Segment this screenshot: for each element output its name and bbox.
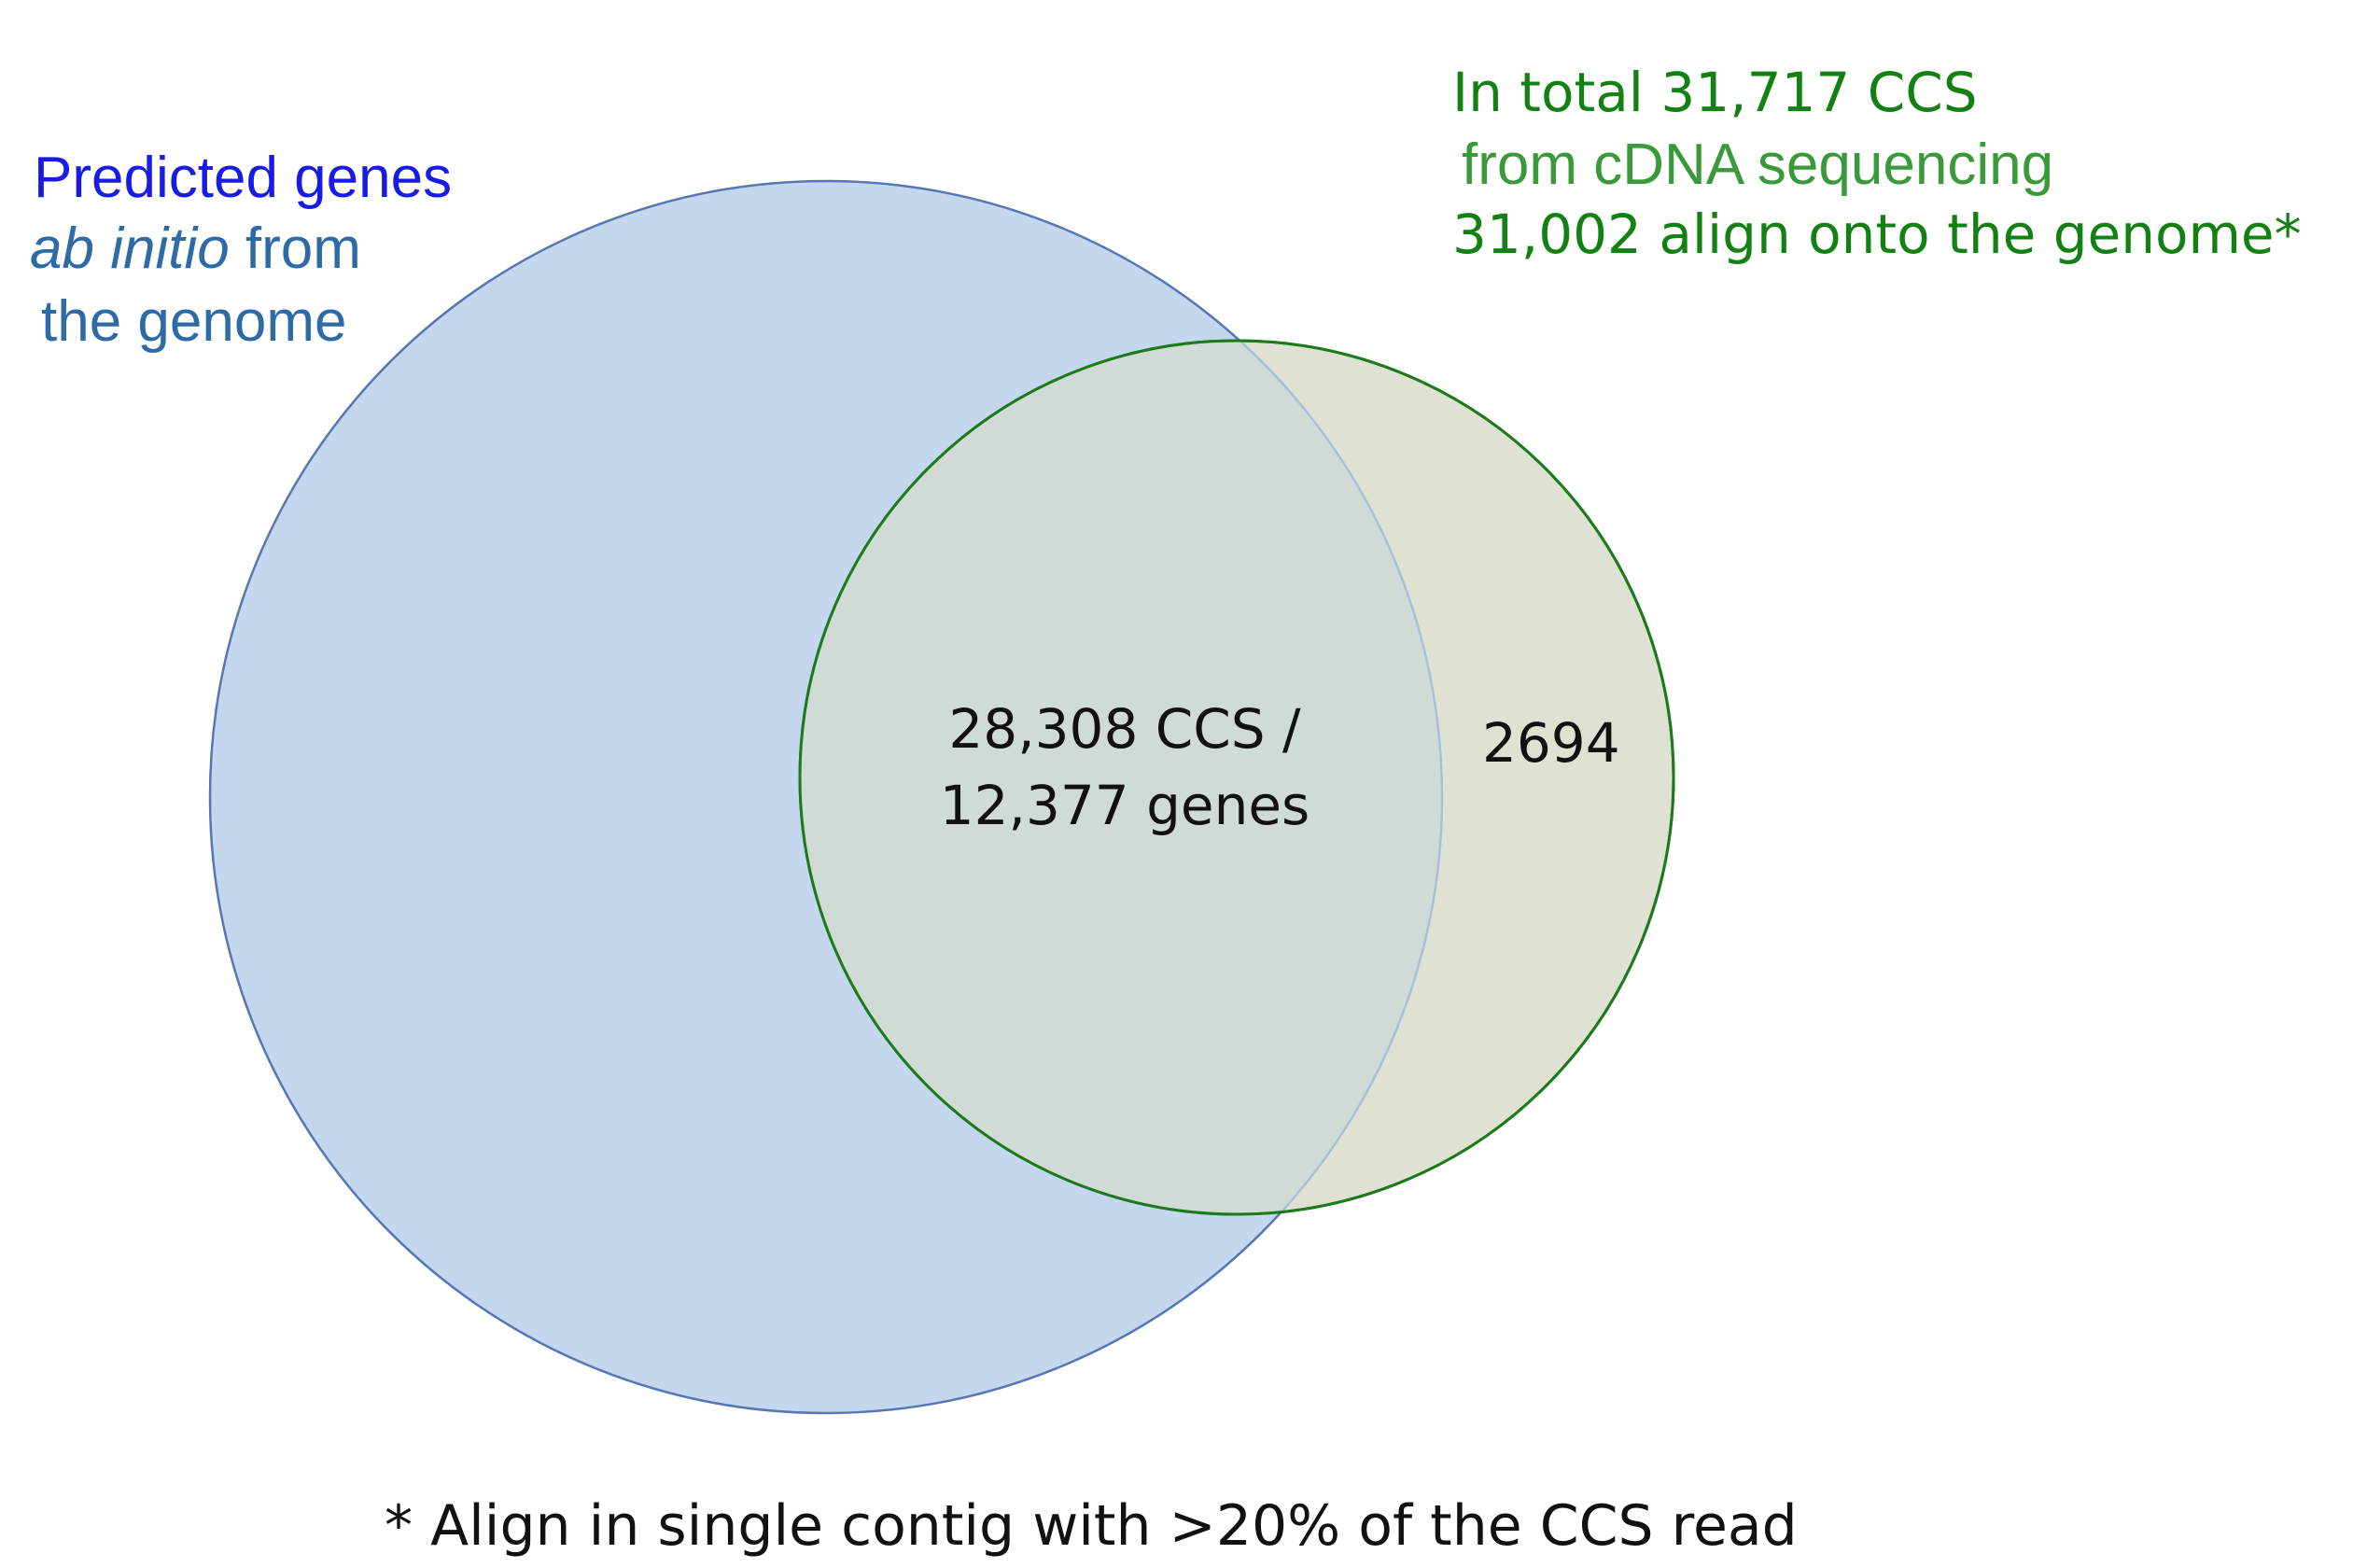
intersection-ccs-count: 28,308 CCS / (948, 697, 1301, 761)
predicted-genes-outline-overlay (800, 341, 1444, 1214)
ab-initio-text: ab initio (30, 217, 230, 281)
predicted-genes-line2: ab initio from (30, 220, 452, 278)
from-text: from (229, 217, 361, 281)
predicted-genes-line1: Predicted genes (34, 146, 453, 210)
predicted-genes-line3: the genome (41, 289, 347, 354)
intersection-region (800, 341, 1442, 1214)
intersection-label: 28,308 CCS / 12,377 genes (896, 691, 1353, 844)
ccs-aligned-line: 31,002 align onto the genome* (1452, 203, 2302, 266)
ccs-label: In total 31,717 CCS from cDNA sequencing… (1452, 65, 2302, 261)
footnote: * Align in single contig with >20% of th… (385, 1493, 1798, 1559)
predicted-genes-label: Predicted genes ab initio from the genom… (30, 146, 453, 354)
ccs-source-line: from cDNA sequencing (1462, 133, 2054, 197)
ccs-circle-outline (798, 339, 1675, 1216)
intersection-gene-count: 12,377 genes (939, 774, 1310, 837)
right-only-count: 2694 (1482, 711, 1620, 775)
ccs-total-line: In total 31,717 CCS (1452, 61, 1978, 124)
